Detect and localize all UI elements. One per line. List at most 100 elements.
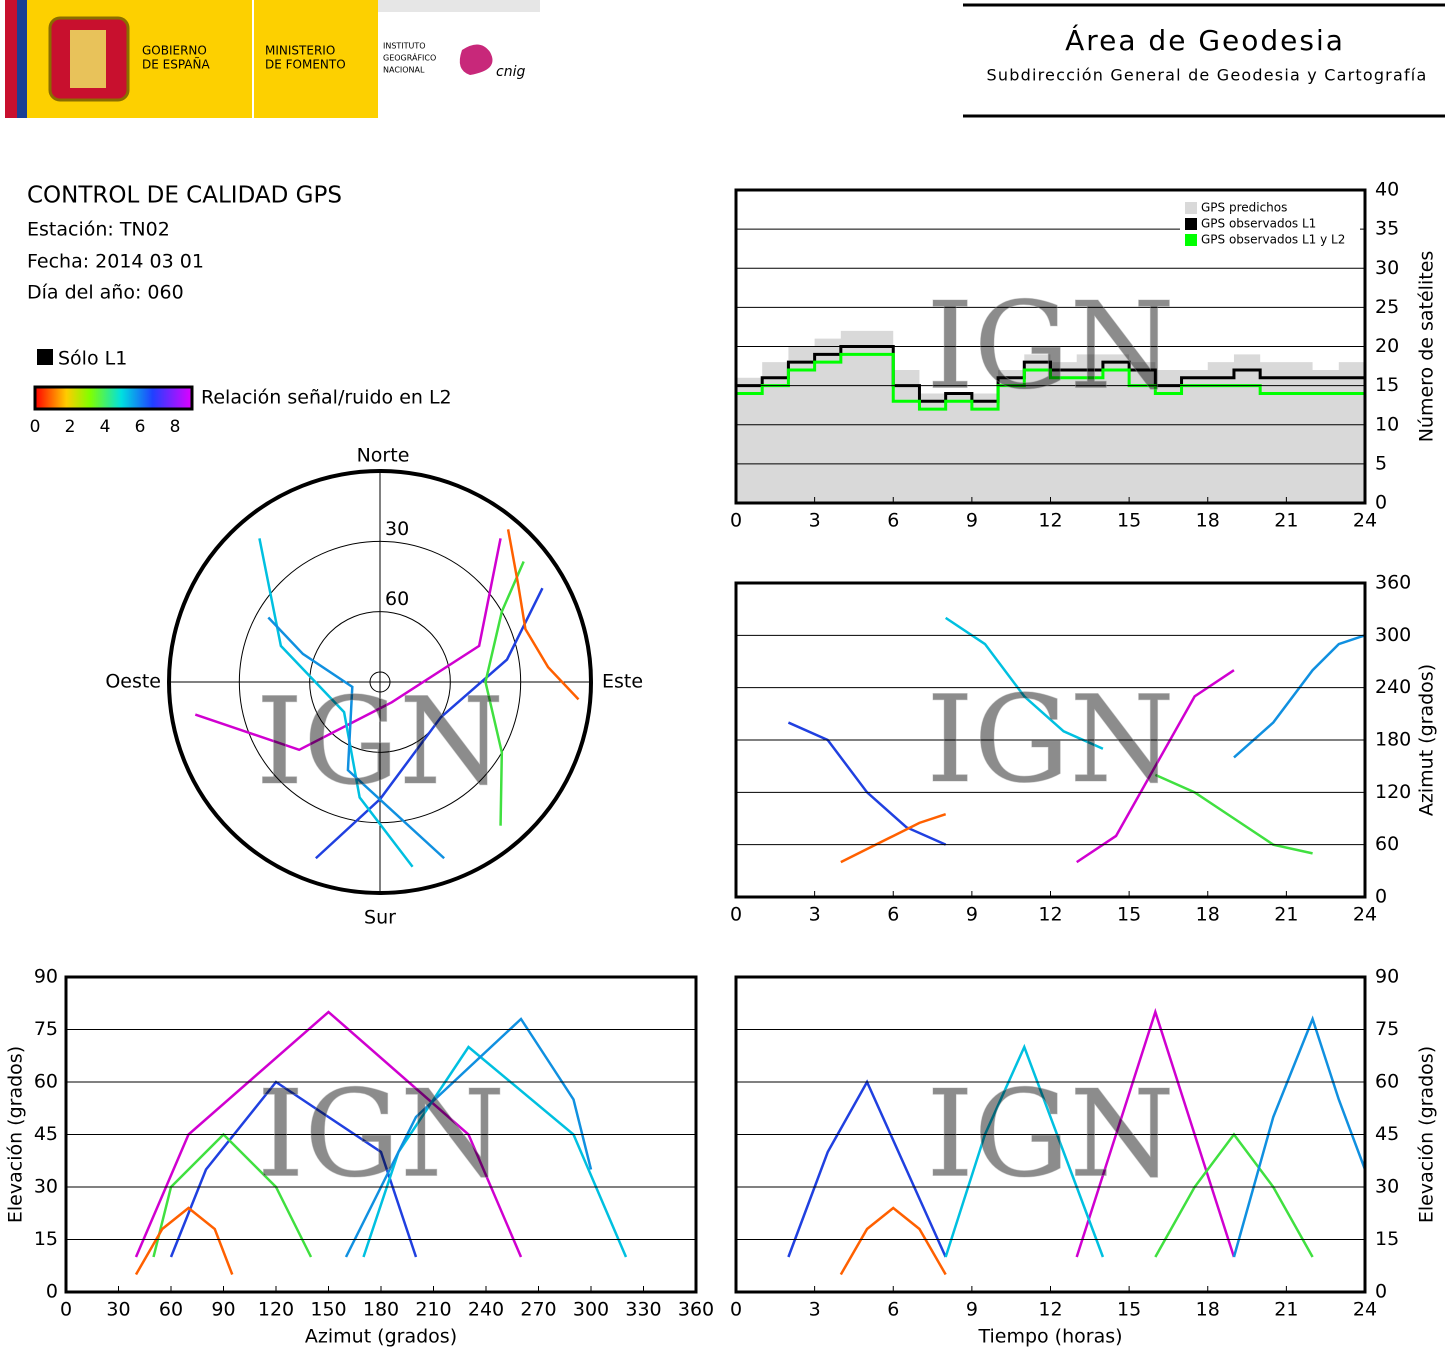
x-tick-label: 0 [730,1299,742,1321]
plot-frame [64,975,698,1294]
track [1232,1015,1365,1258]
x-tick-label: 60 [159,1299,183,1321]
y-tick-label: 45 [34,1123,58,1145]
plot [736,330,1365,503]
x-tick-label: 12 [1038,904,1062,926]
header-logos: GOBIERNO DE ESPAÑA MINISTERIO DE FOMENTO… [5,0,540,118]
legend-label: GPS observados L1 y L2 [1201,233,1345,247]
x-tick-label: 15 [1117,510,1141,532]
x-tick-label: 9 [966,904,978,926]
watermark: IGN [256,673,504,812]
x-tick-label: 12 [1038,510,1062,532]
x-tick-label: 12 [1038,1299,1062,1321]
cnig-text: cnig [496,64,525,80]
legend-swatch [1185,202,1197,214]
track [1075,1007,1236,1258]
y-tick-label: 20 [1375,335,1399,357]
report-title: CONTROL DE CALIDAD GPS [27,183,342,209]
institute-text: INSTITUTO [383,42,426,51]
gov-text: GOBIERNO [142,44,207,58]
y-axis-label: Elevación (grados) [5,1046,27,1223]
legend-label: GPS observados L1 [1201,217,1316,231]
x-tick-label: 18 [1196,904,1220,926]
y-tick-label: 240 [1375,676,1411,698]
x-tick-label: 270 [520,1299,556,1321]
y-tick-label: 30 [1375,1176,1399,1198]
x-tick-label: 6 [887,904,899,926]
x-tick-label: 240 [468,1299,504,1321]
x-tick-label: 15 [1117,904,1141,926]
x-tick-label: 300 [573,1299,609,1321]
x-tick-label: 18 [1196,1299,1220,1321]
x-tick-label: 120 [258,1299,294,1321]
snr-colorbar [33,385,194,411]
y-tick-label: 60 [1375,1071,1399,1093]
elevation-ring [309,611,451,753]
chart: 0 60 120 180 240 300 360 0 3 6 9 12 15 18 21 24 IGN Azimu… [730,572,1438,926]
ministry-text: DE FOMENTO [265,58,346,72]
l1-swatch [37,349,53,365]
institute-text: NACIONAL [383,66,425,75]
track [484,560,525,826]
x-tick-label: 180 [363,1299,399,1321]
x-tick-label: 30 [106,1299,130,1321]
y-tick-label: 180 [1375,729,1411,751]
x-tick-label: 360 [678,1299,714,1321]
y-tick-label: 0 [46,1281,58,1303]
x-tick-label: 0 [60,1299,72,1321]
direction-label: Norte [357,445,410,467]
track [258,538,414,868]
track [267,616,445,860]
x-tick-label: 0 [730,904,742,926]
y-tick-label: 30 [34,1176,58,1198]
y-tick-label: 10 [1375,413,1399,435]
ring-label: 30 [385,518,409,540]
track [506,529,580,701]
direction-label: Oeste [105,671,161,693]
l1-label: Sólo L1 [58,348,127,370]
y-tick-label: 5 [1375,452,1387,474]
x-tick-label: 3 [809,904,821,926]
plot-frame [734,975,1367,1294]
y-tick-label: 0 [1375,886,1387,908]
y-tick-label: 90 [1375,966,1399,988]
x-tick-label: 18 [1196,510,1220,532]
x-tick-label: 24 [1353,904,1377,926]
y-tick-label: 60 [34,1071,58,1093]
ministry-text: MINISTERIO [265,44,335,58]
track [839,1206,947,1276]
y-tick-label: 15 [34,1228,58,1250]
snr-tick-label: 0 [30,417,41,437]
y-axis-label: Elevación (grados) [1416,1046,1438,1223]
direction-label: Sur [364,907,396,929]
y-tick-label: 75 [34,1018,58,1040]
track [315,587,544,860]
x-tick-label: 210 [415,1299,451,1321]
track [840,812,947,864]
x-tick-label: 15 [1117,1299,1141,1321]
snr-tick-label: 4 [100,417,111,437]
track [1233,634,1365,759]
track [134,1206,234,1276]
snr-label: Relación señal/ruido en L2 [201,387,452,409]
snr-tick-label: 8 [170,417,181,437]
x-tick-label: 150 [310,1299,346,1321]
area-title: Área de Geodesia [1065,23,1345,57]
legend: GPS predichos GPS observados L1 GPS observ… [1180,198,1360,250]
legend-box [1180,198,1360,250]
x-tick-label: 330 [625,1299,661,1321]
watermark: IGN [926,278,1174,417]
legend-swatch [1185,234,1197,246]
chart: 0 5 10 15 20 25 30 35 40 0 3 6 9 12 15 18 21 24 IGN Número … [730,179,1438,532]
x-tick-label: 90 [211,1299,235,1321]
x-axis-label: Azimut (grados) [305,1326,457,1348]
gov-text: DE ESPAÑA [142,57,210,72]
y-axis-label: Azimut (grados) [1416,664,1438,816]
area-subtitle: Subdirección General de Geodesia y Carto… [987,66,1428,85]
ring-label: 60 [385,588,409,610]
x-tick-label: 24 [1353,1299,1377,1321]
date: Fecha: 2014 03 01 [27,251,204,273]
watermark: IGN [926,671,1174,810]
plot-frame [734,188,1367,505]
